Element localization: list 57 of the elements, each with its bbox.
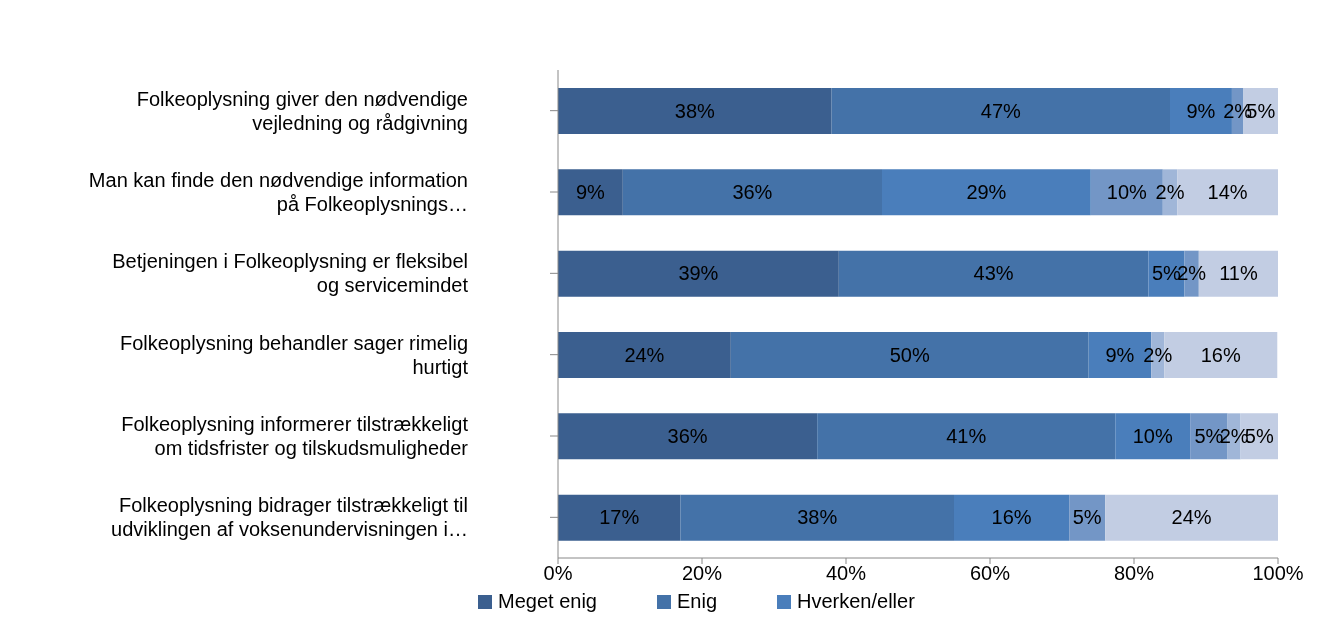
bar bbox=[954, 494, 1070, 541]
data-label: 29% bbox=[966, 181, 1007, 203]
data-label: 10% bbox=[1106, 181, 1148, 203]
bar bbox=[1115, 413, 1191, 460]
bar bbox=[558, 169, 623, 216]
y-tick-label: Man kan finde den nødvendige information på Folkeoplysnings… bbox=[88, 169, 468, 215]
legend-label: Hverken/eller bbox=[797, 590, 915, 613]
y-tick-label: Folkeoplysning giver den nødvendige vejledning og rådgivning bbox=[136, 87, 468, 134]
data-label: 47% bbox=[980, 99, 1022, 122]
data-label: 9% bbox=[575, 181, 606, 203]
data-label: 24% bbox=[624, 343, 665, 366]
data-label: 36% bbox=[732, 181, 773, 203]
bar bbox=[730, 332, 1089, 378]
x-tick-label: 80% bbox=[1113, 562, 1155, 585]
data-label: 50% bbox=[889, 343, 930, 366]
bar bbox=[680, 494, 954, 541]
bar bbox=[622, 169, 882, 216]
bar bbox=[558, 494, 681, 541]
data-label: 24% bbox=[1171, 506, 1212, 529]
data-label: 16% bbox=[991, 506, 1032, 529]
bar bbox=[558, 413, 818, 460]
data-label: 17% bbox=[599, 506, 640, 529]
x-tick-label: 40% bbox=[825, 562, 867, 585]
data-label: 14% bbox=[1207, 181, 1248, 203]
x-tick-label: 20% bbox=[681, 562, 723, 585]
y-tick-label: Folkeoplysning informerer tilstrækkeligt om tidsfrister og tilskudsmuligheder bbox=[121, 413, 469, 459]
bar bbox=[558, 332, 731, 378]
y-tick-label: Folkeoplysning behandler sager rimelig hurtigt bbox=[120, 331, 469, 378]
bar bbox=[882, 169, 1091, 216]
data-label: 16% bbox=[1200, 343, 1241, 366]
bar bbox=[1105, 494, 1278, 541]
data-label: 2% bbox=[1177, 262, 1207, 285]
y-tick-label: Betjeningen i Folkeoplysning er fleksibel og servicemindet bbox=[112, 250, 469, 297]
x-tick-label: 60% bbox=[969, 562, 1011, 585]
x-tick-label: 100% bbox=[1252, 562, 1304, 585]
data-label: 11% bbox=[1219, 262, 1258, 285]
bar bbox=[558, 88, 832, 134]
legend-label: Meget enig bbox=[498, 590, 597, 613]
bar bbox=[831, 88, 1170, 134]
data-label: 39% bbox=[678, 262, 719, 285]
data-label: 10% bbox=[1132, 425, 1173, 447]
bar bbox=[838, 250, 1149, 297]
data-label: 41% bbox=[946, 425, 987, 447]
data-label: 38% bbox=[674, 99, 716, 122]
y-tick-label: Folkeoplysning bidrager tilstrækkeligt til udviklingen af voksenundervisningen i… bbox=[111, 494, 468, 541]
data-label: 9% bbox=[1105, 343, 1135, 366]
data-label: 9% bbox=[1186, 99, 1216, 122]
data-label: 36% bbox=[667, 425, 708, 447]
bar bbox=[558, 250, 839, 297]
x-tick-label: 0% bbox=[543, 562, 573, 585]
data-label: 38% bbox=[797, 506, 838, 529]
data-label: 2% bbox=[1155, 181, 1185, 203]
data-label: 43% bbox=[973, 262, 1014, 285]
legend-label: Enig bbox=[676, 590, 717, 613]
data-label: 2% bbox=[1143, 343, 1173, 366]
data-label: 5% bbox=[1072, 506, 1102, 529]
bar bbox=[817, 413, 1116, 460]
